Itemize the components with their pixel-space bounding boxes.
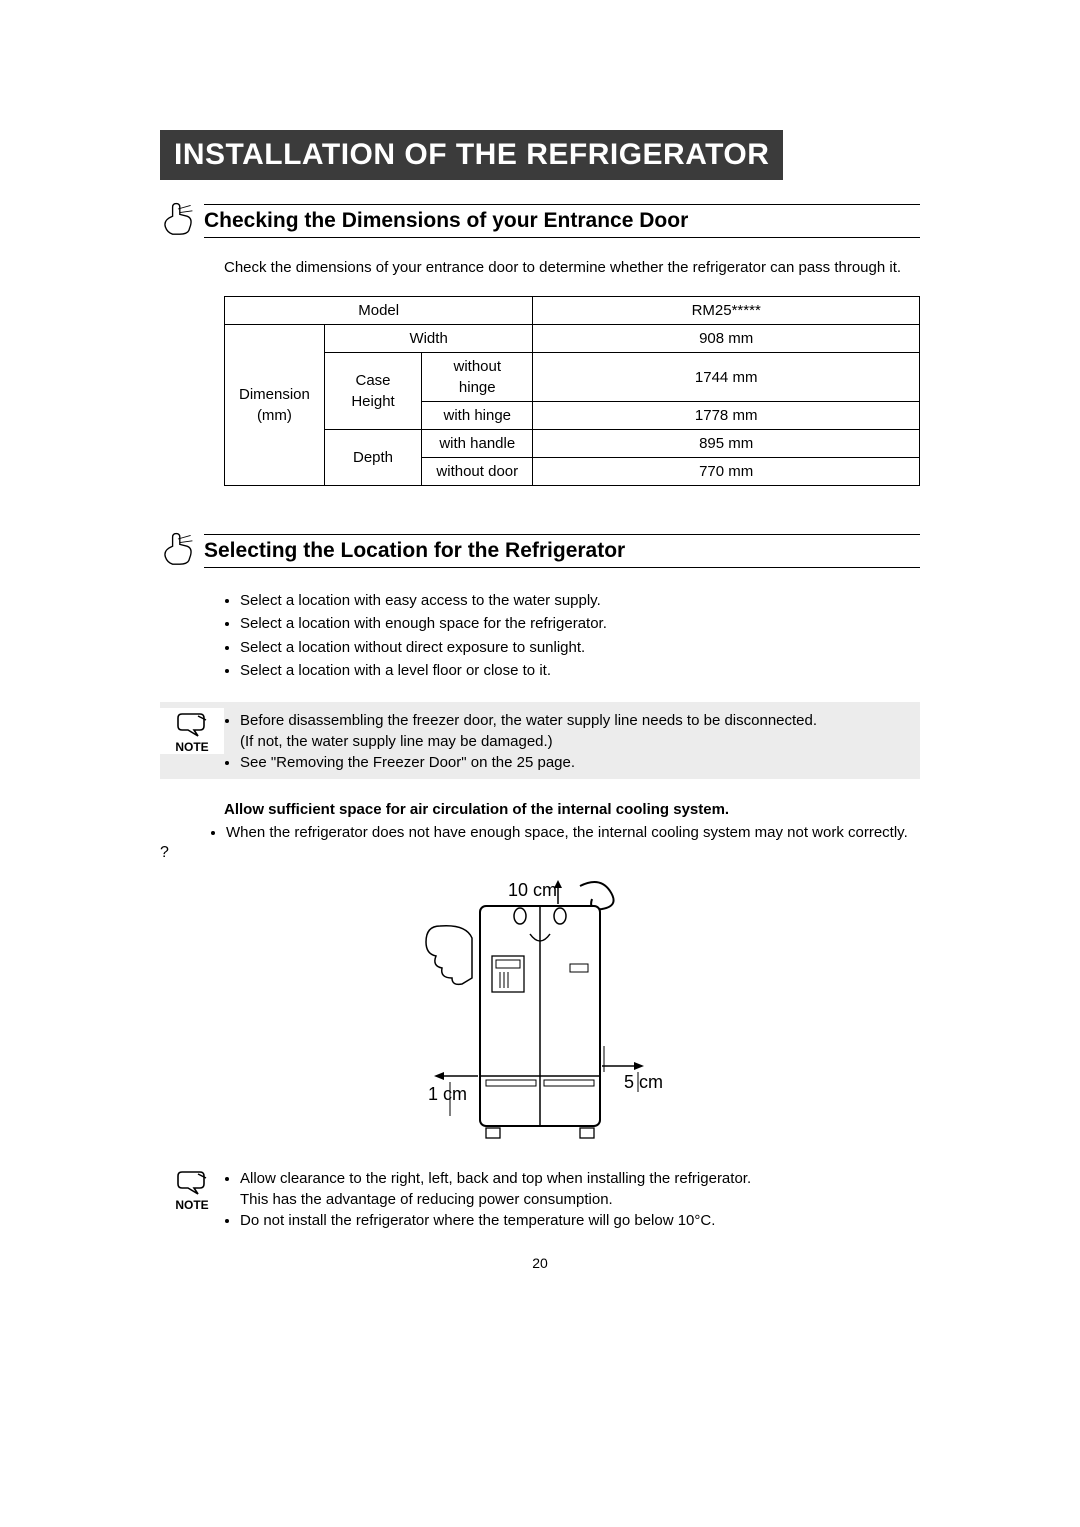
dimensions-table: Model RM25***** Dimension(mm) Width 908 … bbox=[224, 296, 920, 486]
section-title: Selecting the Location for the Refrigera… bbox=[204, 539, 920, 563]
th-wohinge: without hinge bbox=[422, 353, 533, 402]
section-title: Checking the Dimensions of your Entrance… bbox=[204, 209, 920, 233]
note-icon bbox=[174, 710, 210, 738]
left-clearance-label: 1 cm bbox=[428, 1084, 467, 1104]
note-block: NOTE Allow clearance to the right, left,… bbox=[160, 1160, 920, 1237]
td-model-value: RM25***** bbox=[533, 297, 920, 325]
list-item: Select a location with a level floor or … bbox=[240, 659, 920, 682]
th-caseheight: Case Height bbox=[324, 353, 421, 430]
list-item: Allow clearance to the right, left, back… bbox=[240, 1168, 751, 1210]
list-item: Select a location with enough space for … bbox=[240, 612, 920, 635]
th-dimension: Dimension(mm) bbox=[225, 325, 325, 486]
page-title: INSTALLATION OF THE REFRIGERATOR bbox=[160, 130, 783, 180]
list-item: Before disassembling the freezer door, t… bbox=[240, 710, 817, 752]
hand-pointing-icon bbox=[160, 200, 204, 241]
right-clearance-label: 5 cm bbox=[624, 1072, 663, 1092]
th-model: Model bbox=[225, 297, 533, 325]
td-wodoor-value: 770 mm bbox=[533, 458, 920, 486]
intro-text: Check the dimensions of your entrance do… bbox=[224, 257, 920, 278]
td-whinge-value: 1778 mm bbox=[533, 402, 920, 430]
td-width-value: 908 mm bbox=[533, 325, 920, 353]
section-checking-dimensions: Checking the Dimensions of your Entrance… bbox=[160, 200, 920, 486]
note-icon bbox=[174, 1168, 210, 1196]
note-label: NOTE bbox=[175, 740, 208, 754]
note-body: Before disassembling the freezer door, t… bbox=[224, 708, 817, 773]
list-item: Select a location without direct exposur… bbox=[240, 636, 920, 659]
td-whandle-value: 895 mm bbox=[533, 430, 920, 458]
list-item: Do not install the refrigerator where th… bbox=[240, 1210, 751, 1231]
note-label: NOTE bbox=[175, 1198, 208, 1212]
air-circulation-instruction: Allow sufficient space for air circulati… bbox=[224, 799, 920, 844]
list-item: See "Removing the Freezer Door" on the 2… bbox=[240, 752, 817, 773]
instruction-bold: Allow sufficient space for air circulati… bbox=[224, 799, 920, 822]
page-number: 20 bbox=[160, 1255, 920, 1271]
th-whandle: with handle bbox=[422, 430, 533, 458]
list-item: When the refrigerator does not have enou… bbox=[226, 822, 920, 845]
note-body: Allow clearance to the right, left, back… bbox=[224, 1166, 751, 1231]
clearance-diagram: 10 cm bbox=[160, 876, 920, 1156]
td-wohinge-value: 1744 mm bbox=[533, 353, 920, 402]
location-bullets: Select a location with easy access to th… bbox=[240, 589, 920, 682]
section-selecting-location: Selecting the Location for the Refrigera… bbox=[160, 530, 920, 862]
th-whinge: with hinge bbox=[422, 402, 533, 430]
th-wodoor: without door bbox=[422, 458, 533, 486]
hand-pointing-icon bbox=[160, 530, 204, 571]
th-depth: Depth bbox=[324, 430, 421, 486]
note-block: NOTE Before disassembling the freezer do… bbox=[160, 702, 920, 779]
th-width: Width bbox=[324, 325, 532, 353]
list-item: Select a location with easy access to th… bbox=[240, 589, 920, 612]
top-clearance-label: 10 cm bbox=[508, 880, 557, 900]
